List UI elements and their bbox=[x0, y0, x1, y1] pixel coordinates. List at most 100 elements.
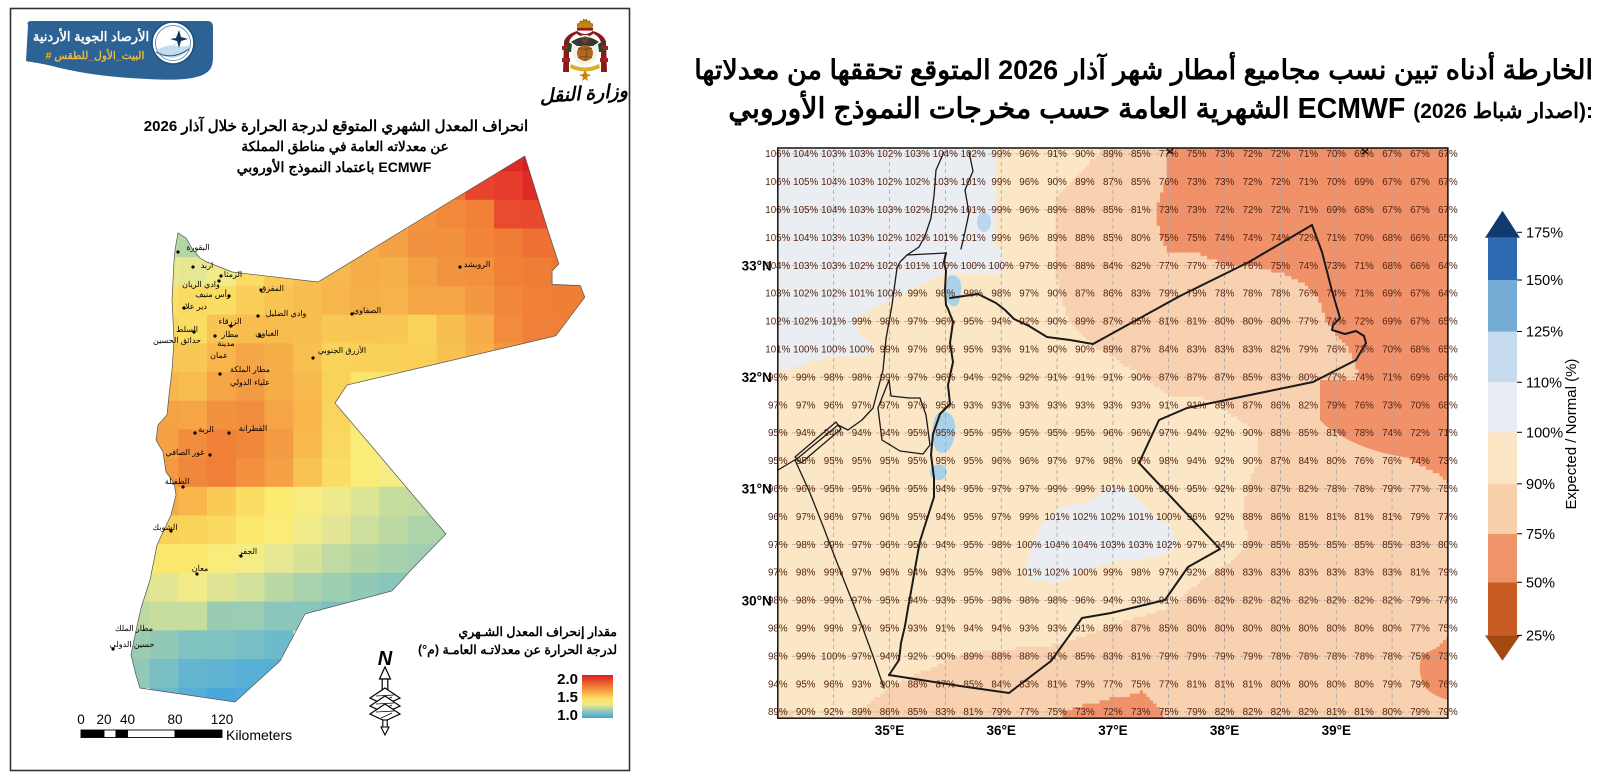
svg-text:72%: 72% bbox=[1271, 205, 1291, 216]
svg-text:لدرجة الحرارة عن معدلاتـه العا: لدرجة الحرارة عن معدلاتـه العامـة (م°) bbox=[418, 643, 617, 658]
svg-text:102%: 102% bbox=[905, 205, 930, 216]
svg-text:84%: 84% bbox=[991, 679, 1011, 690]
svg-text:72%: 72% bbox=[1354, 317, 1374, 328]
svg-text:91%: 91% bbox=[1103, 372, 1123, 383]
svg-text:76%: 76% bbox=[1354, 456, 1374, 467]
svg-text:103%: 103% bbox=[821, 261, 846, 272]
svg-text:102%: 102% bbox=[1072, 512, 1097, 523]
svg-text:80%: 80% bbox=[1243, 624, 1263, 635]
svg-text:80%: 80% bbox=[1326, 456, 1346, 467]
svg-text:حسين الدولي: حسين الدولي bbox=[110, 640, 155, 649]
svg-text:88%: 88% bbox=[1019, 651, 1039, 662]
svg-text:94%: 94% bbox=[824, 428, 844, 439]
svg-text:81%: 81% bbox=[1354, 707, 1374, 718]
svg-text:85%: 85% bbox=[1131, 149, 1151, 160]
svg-text:83%: 83% bbox=[1187, 345, 1207, 356]
svg-text:94%: 94% bbox=[1103, 596, 1123, 607]
svg-text:103%: 103% bbox=[821, 233, 846, 244]
svg-text:74%: 74% bbox=[1354, 372, 1374, 383]
svg-text:89%: 89% bbox=[1075, 177, 1095, 188]
svg-text:95%: 95% bbox=[880, 624, 900, 635]
svg-text:81%: 81% bbox=[963, 707, 983, 718]
svg-text:96%: 96% bbox=[880, 568, 900, 579]
svg-text:95%: 95% bbox=[963, 484, 983, 495]
svg-text:87%: 87% bbox=[1187, 372, 1207, 383]
svg-text:88%: 88% bbox=[1075, 261, 1095, 272]
svg-text:95%: 95% bbox=[908, 428, 928, 439]
svg-text:97%: 97% bbox=[1019, 484, 1039, 495]
svg-text:83%: 83% bbox=[1019, 679, 1039, 690]
svg-text:95%: 95% bbox=[935, 456, 955, 467]
svg-text:79%: 79% bbox=[1187, 707, 1207, 718]
svg-text:99%: 99% bbox=[824, 568, 844, 579]
svg-text:94%: 94% bbox=[908, 568, 928, 579]
svg-text:69%: 69% bbox=[1326, 205, 1346, 216]
svg-text:102%: 102% bbox=[1156, 540, 1181, 551]
svg-text:وادي الريان: وادي الريان bbox=[182, 280, 220, 289]
svg-text:36°E: 36°E bbox=[986, 723, 1015, 738]
svg-text:102%: 102% bbox=[1044, 568, 1069, 579]
svg-text:81%: 81% bbox=[1326, 707, 1346, 718]
svg-text:78%: 78% bbox=[1271, 289, 1291, 300]
svg-text:92%: 92% bbox=[1215, 456, 1235, 467]
svg-text:95%: 95% bbox=[908, 512, 928, 523]
svg-text:95%: 95% bbox=[963, 317, 983, 328]
svg-text:103%: 103% bbox=[849, 177, 874, 188]
svg-text:99%: 99% bbox=[1075, 484, 1095, 495]
svg-text:87%: 87% bbox=[1131, 624, 1151, 635]
svg-text:90%: 90% bbox=[1047, 289, 1067, 300]
svg-text:75%: 75% bbox=[1187, 149, 1207, 160]
svg-text:89%: 89% bbox=[1243, 540, 1263, 551]
svg-text:98%: 98% bbox=[1131, 568, 1151, 579]
svg-text:79%: 79% bbox=[1326, 400, 1346, 411]
svg-text:85%: 85% bbox=[1326, 540, 1346, 551]
svg-text:104%: 104% bbox=[1044, 540, 1069, 551]
svg-text:83%: 83% bbox=[1271, 568, 1291, 579]
svg-text:90%: 90% bbox=[1243, 456, 1263, 467]
svg-text:74%: 74% bbox=[1326, 289, 1346, 300]
svg-text:79%: 79% bbox=[991, 707, 1011, 718]
svg-text:96%: 96% bbox=[1019, 205, 1039, 216]
svg-text:30°N: 30°N bbox=[742, 593, 772, 608]
svg-text:78%: 78% bbox=[1243, 289, 1263, 300]
svg-text:120: 120 bbox=[211, 712, 234, 727]
svg-text:79%: 79% bbox=[1410, 512, 1430, 523]
svg-text:100%: 100% bbox=[1017, 540, 1042, 551]
svg-text:40: 40 bbox=[120, 712, 135, 727]
svg-text:95%: 95% bbox=[963, 596, 983, 607]
svg-text:Kilometers: Kilometers bbox=[226, 727, 292, 743]
svg-text:93%: 93% bbox=[852, 679, 872, 690]
svg-text:89%: 89% bbox=[1103, 149, 1123, 160]
svg-text:103%: 103% bbox=[933, 177, 958, 188]
svg-text:97%: 97% bbox=[991, 512, 1011, 523]
svg-text:97%: 97% bbox=[852, 512, 872, 523]
svg-text:38°E: 38°E bbox=[1210, 723, 1239, 738]
svg-text:96%: 96% bbox=[1103, 428, 1123, 439]
svg-text:السلط: السلط bbox=[176, 325, 198, 334]
svg-text:67%: 67% bbox=[1410, 149, 1430, 160]
svg-text:95%: 95% bbox=[908, 456, 928, 467]
svg-text:90%: 90% bbox=[796, 707, 816, 718]
svg-text:72%: 72% bbox=[1298, 233, 1318, 244]
svg-text:101%: 101% bbox=[961, 233, 986, 244]
svg-text:80%: 80% bbox=[1298, 372, 1318, 383]
svg-text:باعتماد النموذج الأوروبي ECMWF: باعتماد النموذج الأوروبي ECMWF bbox=[237, 158, 432, 176]
svg-text:71%: 71% bbox=[1354, 289, 1374, 300]
svg-text:96%: 96% bbox=[880, 484, 900, 495]
svg-text:94%: 94% bbox=[935, 484, 955, 495]
svg-text:88%: 88% bbox=[1075, 205, 1095, 216]
svg-text:79%: 79% bbox=[1075, 679, 1095, 690]
svg-text:96%: 96% bbox=[880, 512, 900, 523]
svg-text:76%: 76% bbox=[1354, 400, 1374, 411]
svg-text:66%: 66% bbox=[1410, 233, 1430, 244]
svg-text:94%: 94% bbox=[963, 624, 983, 635]
svg-text:93%: 93% bbox=[991, 400, 1011, 411]
svg-text:87%: 87% bbox=[935, 679, 955, 690]
svg-text:82%: 82% bbox=[1298, 484, 1318, 495]
svg-text:الجفر: الجفر bbox=[238, 547, 257, 556]
svg-text:96%: 96% bbox=[1019, 177, 1039, 188]
svg-text:100%: 100% bbox=[849, 345, 874, 356]
svg-text:81%: 81% bbox=[1215, 679, 1235, 690]
svg-text:96%: 96% bbox=[1019, 233, 1039, 244]
svg-text:101%: 101% bbox=[1100, 484, 1125, 495]
